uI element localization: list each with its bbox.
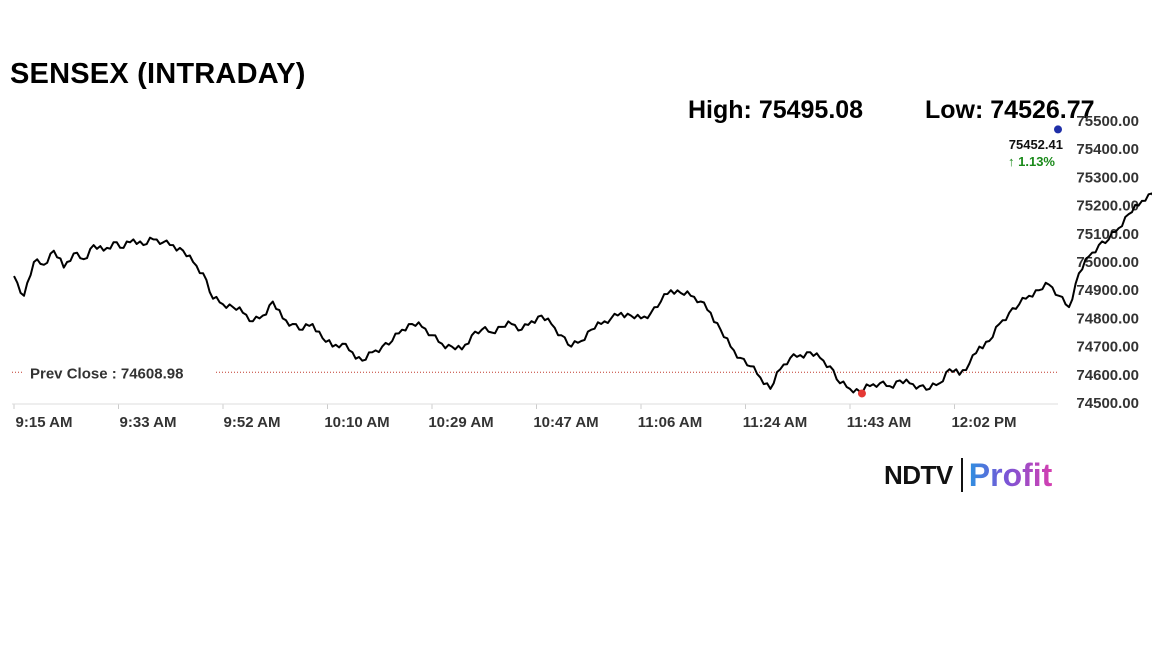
y-tick-label: 75500.00: [1076, 113, 1139, 130]
logo-ndtv-text: NDTV: [884, 459, 953, 490]
prev-close-label: Prev Close : 74608.98: [30, 365, 183, 382]
x-tick-label: 10:29 AM: [428, 414, 493, 431]
logo-profit-text: Profit: [968, 456, 1053, 493]
prev-close-label-bg: [24, 363, 216, 382]
x-tick-label: 9:52 AM: [224, 414, 281, 431]
current-price-marker: [1054, 125, 1062, 134]
y-tick-label: 74900.00: [1076, 282, 1139, 299]
y-tick-label: 74500.00: [1076, 395, 1139, 412]
day-high-label: High: 75495.08: [688, 96, 864, 124]
x-tick-label: 9:15 AM: [16, 414, 73, 431]
x-tick-label: 11:43 AM: [847, 414, 911, 431]
x-tick-label: 11:06 AM: [638, 414, 702, 431]
price-line: [13, 192, 1152, 394]
x-tick-label: 12:02 PM: [951, 414, 1016, 431]
y-tick-label: 74700.00: [1076, 339, 1139, 356]
y-tick-label: 75100.00: [1076, 226, 1139, 243]
x-tick-label: 11:24 AM: [743, 414, 807, 431]
ndtv-profit-logo: NDTV Profit: [884, 455, 1052, 495]
day-low-label: Low: 74526.77: [925, 96, 1095, 124]
last-price-label: 75452.41: [1009, 137, 1063, 152]
x-tick-label: 9:33 AM: [120, 414, 177, 431]
day-low-marker: [857, 389, 866, 398]
y-tick-label: 75200.00: [1076, 198, 1139, 215]
chart-title: SENSEX (INTRADAY): [10, 58, 306, 90]
y-tick-label: 75400.00: [1076, 141, 1139, 158]
x-tick-label: 10:10 AM: [324, 414, 389, 431]
x-tick-label: 10:47 AM: [533, 414, 598, 431]
y-tick-label: 74600.00: [1076, 367, 1139, 384]
y-tick-label: 74800.00: [1076, 310, 1139, 327]
x-axis: 9:15 AM 9:33 AM 9:52 AM 10:10 AM 10:29 AM 10:…: [13, 404, 1017, 431]
y-tick-label: 75300.00: [1076, 169, 1139, 186]
logo-separator: [960, 458, 963, 492]
y-tick-label: 75000.00: [1076, 254, 1139, 271]
y-axis: 74500.00 74600.00 74700.00 74800.00 74900.00…: [1076, 113, 1139, 412]
change-percent-label: ↑ 1.13%: [1008, 154, 1055, 169]
